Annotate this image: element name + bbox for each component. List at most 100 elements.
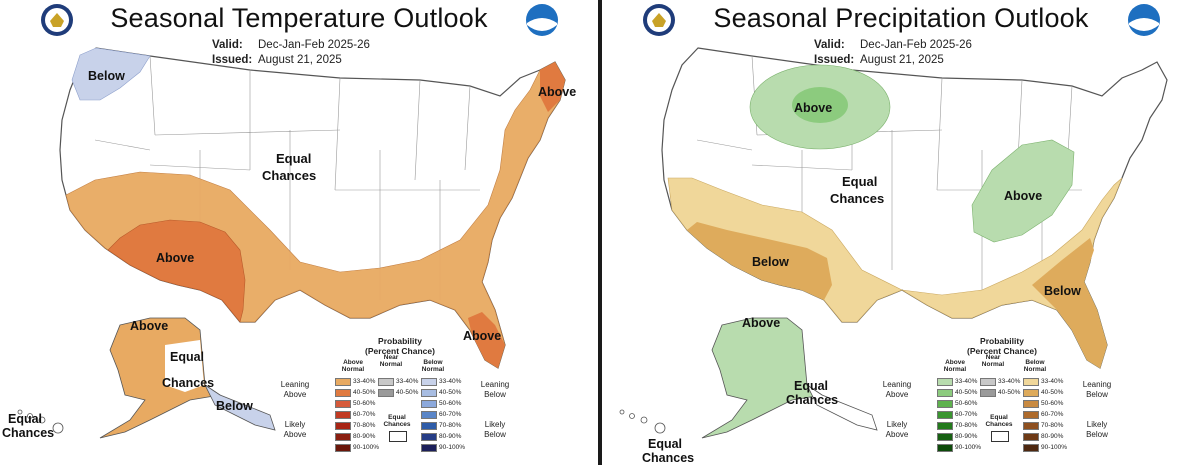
precip-label-equal-2: Chances	[830, 191, 884, 206]
legend-col-near: Near Normal	[379, 354, 403, 368]
legend-above-swatch	[937, 411, 953, 419]
alaska-equal	[165, 340, 204, 392]
hawaii-islands	[17, 409, 64, 434]
legend-above-range: 70-80%	[353, 422, 376, 429]
likely-below-sw-region	[687, 222, 832, 300]
legend-below-swatch	[421, 378, 437, 386]
legend-above-range: 70-80%	[955, 422, 978, 429]
precip-label-above-ak: Above	[742, 316, 780, 330]
temp-label-above-fl: Above	[463, 329, 501, 343]
legend-title: Probability (Percent Chance)	[365, 336, 435, 356]
temp-valid-label: Valid:	[212, 39, 243, 51]
temperature-legend: Probability (Percent Chance) Above Normal …	[275, 336, 598, 465]
precip-label-below-sw: Below	[752, 255, 789, 269]
legend-leaning-below: Leaning Below	[1082, 380, 1112, 399]
legend-above-range: 50-60%	[955, 400, 978, 407]
precip-issued-value: August 21, 2025	[860, 54, 944, 66]
legend-below-swatch	[421, 389, 437, 397]
temp-label-below-ak: Below	[216, 399, 253, 413]
legend-above-range: 80-90%	[353, 433, 376, 440]
legend-near-range: 40-50%	[396, 389, 419, 396]
precip-label-equal-hi-2: Chances	[642, 451, 694, 465]
temp-label-above-ak: Above	[130, 319, 168, 333]
legend-equal-label: Equal Chances	[985, 414, 1013, 428]
above-ohio-region	[971, 139, 1075, 243]
legend-below-range: 33-40%	[439, 378, 462, 385]
legend-above-swatch	[335, 411, 351, 419]
temp-issued-label: Issued:	[212, 54, 253, 66]
temperature-map: Below Above Equal Chances Above Above Ab…	[2, 47, 576, 440]
legend-above-swatch	[335, 400, 351, 408]
legend-below-swatch	[1023, 422, 1039, 430]
legend-above-swatch	[335, 444, 351, 452]
temp-label-equal-hi-1: Equal	[8, 412, 42, 426]
temp-label-equal-ak-1: Equal	[170, 350, 204, 364]
legend-below-swatch	[421, 400, 437, 408]
panel-divider	[598, 0, 602, 465]
precip-label-above-north: Above	[794, 101, 832, 115]
temp-label-above-sw: Above	[156, 251, 194, 265]
legend-above-range: 90-100%	[353, 444, 380, 451]
likely-above-ne-region	[540, 62, 565, 112]
alaska-panhandle	[805, 383, 878, 431]
commerce-seal-icon	[643, 4, 675, 36]
legend-below-range: 70-80%	[1041, 422, 1064, 429]
legend-below-range: 33-40%	[1041, 378, 1064, 385]
legend-below-swatch	[1023, 378, 1039, 386]
legend-above-swatch	[937, 433, 953, 441]
temperature-outlook-panel: Below Above Equal Chances Above Above Ab…	[0, 0, 598, 465]
legend-near-range: 33-40%	[998, 378, 1021, 385]
legend-above-swatch	[937, 389, 953, 397]
temp-label-below-nw: Below	[88, 69, 125, 83]
precipitation-title: Seasonal Precipitation Outlook	[713, 3, 1089, 33]
precip-label-below-se: Below	[1044, 284, 1081, 298]
alaska-shape	[701, 317, 824, 439]
precipitation-map: Above Equal Chances Above Below Below Ab…	[619, 47, 1168, 465]
legend-above-swatch	[335, 433, 351, 441]
legend-below-swatch	[1023, 389, 1039, 397]
temp-valid-value: Dec-Jan-Feb 2025-26	[258, 39, 370, 51]
temperature-title: Seasonal Temperature Outlook	[110, 3, 488, 33]
legend-above-range: 33-40%	[955, 378, 978, 385]
legend-below-range: 60-70%	[1041, 411, 1064, 418]
below-nw-region	[71, 47, 151, 101]
legend-below-range: 80-90%	[1041, 433, 1064, 440]
legend-equal-swatch	[389, 431, 407, 442]
legend-above-swatch	[937, 400, 953, 408]
legend-above-range: 33-40%	[353, 378, 376, 385]
legend-col-above: Above Normal	[341, 359, 365, 373]
temp-label-equal-1: Equal	[276, 151, 311, 166]
legend-likely-above: Likely Above	[283, 420, 307, 439]
legend-col-below: Below Normal	[421, 359, 445, 373]
precip-label-equal-1: Equal	[842, 174, 877, 189]
precip-label-equal-ak-1: Equal	[794, 379, 828, 393]
likely-above-north-region	[792, 87, 848, 123]
noaa-logo-icon	[1128, 4, 1160, 36]
temperature-meta: Valid: Dec-Jan-Feb 2025-26 Issued: August …	[212, 38, 370, 68]
legend-near-range: 33-40%	[396, 378, 419, 385]
legend-above-range: 40-50%	[955, 389, 978, 396]
legend-title: Probability (Percent Chance)	[967, 336, 1037, 356]
precipitation-legend: Probability (Percent Chance) Above Normal …	[877, 336, 1200, 465]
alaska-panhandle	[203, 383, 276, 431]
legend-near-swatch	[980, 389, 996, 397]
leaning-above-region	[65, 61, 566, 369]
legend-above-swatch	[335, 378, 351, 386]
precip-label-above-ohio: Above	[1004, 189, 1042, 203]
legend-above-range: 60-70%	[353, 411, 376, 418]
legend-below-swatch	[421, 411, 437, 419]
legend-above-swatch	[937, 422, 953, 430]
precipitation-meta: Valid: Dec-Jan-Feb 2025-26 Issued: August …	[814, 38, 972, 68]
legend-below-swatch	[421, 422, 437, 430]
legend-above-range: 80-90%	[955, 433, 978, 440]
temp-label-equal-ak-2: Chances	[162, 376, 214, 390]
legend-equal-swatch	[991, 431, 1009, 442]
legend-below-range: 70-80%	[439, 422, 462, 429]
legend-below-range: 80-90%	[439, 433, 462, 440]
temp-label-equal-hi-2: Chances	[2, 426, 54, 440]
legend-near-range: 40-50%	[998, 389, 1021, 396]
precip-label-equal-hi-1: Equal	[648, 437, 682, 451]
legend-below-swatch	[421, 444, 437, 452]
likely-above-fl-region	[468, 312, 505, 368]
legend-likely-below: Likely Below	[484, 420, 506, 439]
